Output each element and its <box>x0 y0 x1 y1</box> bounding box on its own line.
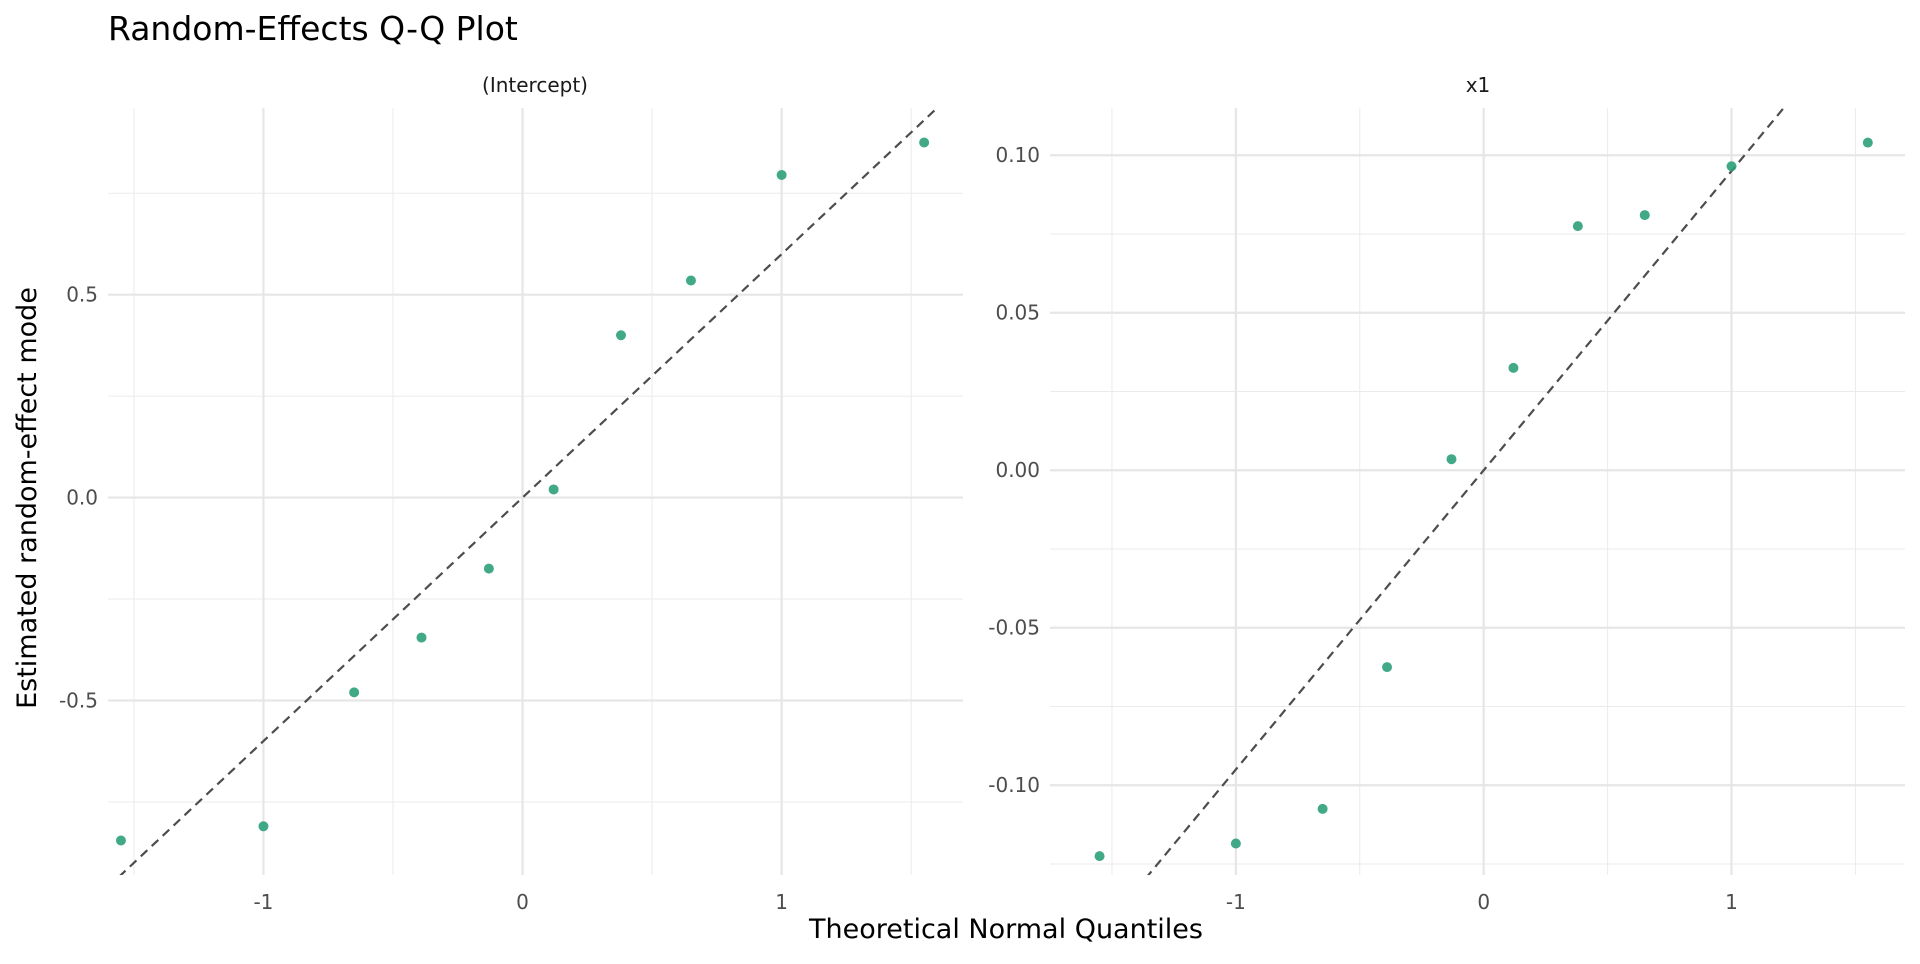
data-point <box>1572 221 1583 232</box>
data-point <box>685 275 696 286</box>
y-tick-label: -0.05 <box>988 616 1040 640</box>
y-tick-label: 0.5 <box>66 283 98 307</box>
data-point <box>1230 838 1241 849</box>
data-point <box>1094 851 1105 862</box>
y-tick-label: 0.0 <box>66 486 98 510</box>
reference-line <box>1147 108 1786 875</box>
y-axis-title: Estimated random-effect mode <box>12 287 43 709</box>
data-point <box>416 632 427 643</box>
chart-title: Random-Effects Q-Q Plot <box>108 9 518 48</box>
x-tick-label: -1 <box>1226 890 1246 914</box>
x-tick-label: -1 <box>253 890 273 914</box>
x-tick-label: 0 <box>516 890 529 914</box>
data-point <box>616 330 626 341</box>
y-tick-label: 0.05 <box>995 301 1040 325</box>
data-point <box>776 169 787 180</box>
panel-strip-label: (Intercept) <box>482 73 588 97</box>
y-tick-label: -0.10 <box>988 773 1040 797</box>
x-tick-label: 1 <box>1725 890 1738 914</box>
panel-intercept: (Intercept) -1 0 1 -0.5 0.0 0.5 <box>59 73 963 914</box>
y-tick-label: 0.00 <box>995 458 1040 482</box>
y-tick-label: -0.5 <box>59 688 98 712</box>
data-point <box>919 137 930 148</box>
data-point <box>1317 803 1328 814</box>
data-point <box>1508 362 1519 373</box>
grid <box>108 108 963 875</box>
data-point <box>115 835 126 846</box>
data-point <box>1446 454 1457 465</box>
data-point <box>1382 662 1393 673</box>
data-point <box>483 563 494 574</box>
data-point <box>1639 210 1650 221</box>
grid <box>1050 108 1905 875</box>
x-tick-label: 1 <box>775 890 788 914</box>
panel-strip-label: x1 <box>1466 73 1491 97</box>
reference-line <box>119 108 939 875</box>
y-tick-label: 0.10 <box>995 143 1040 167</box>
data-point <box>1862 137 1873 148</box>
x-axis-title: Theoretical Normal Quantiles <box>808 914 1203 945</box>
x-tick-label: 0 <box>1477 890 1490 914</box>
data-point <box>258 821 269 832</box>
data-point <box>349 687 360 698</box>
data-point <box>548 484 559 495</box>
panel-x1: x1 -1 0 1 -0.10 -0.05 0.00 0.05 0.10 <box>988 73 1905 914</box>
data-point <box>1726 161 1737 172</box>
